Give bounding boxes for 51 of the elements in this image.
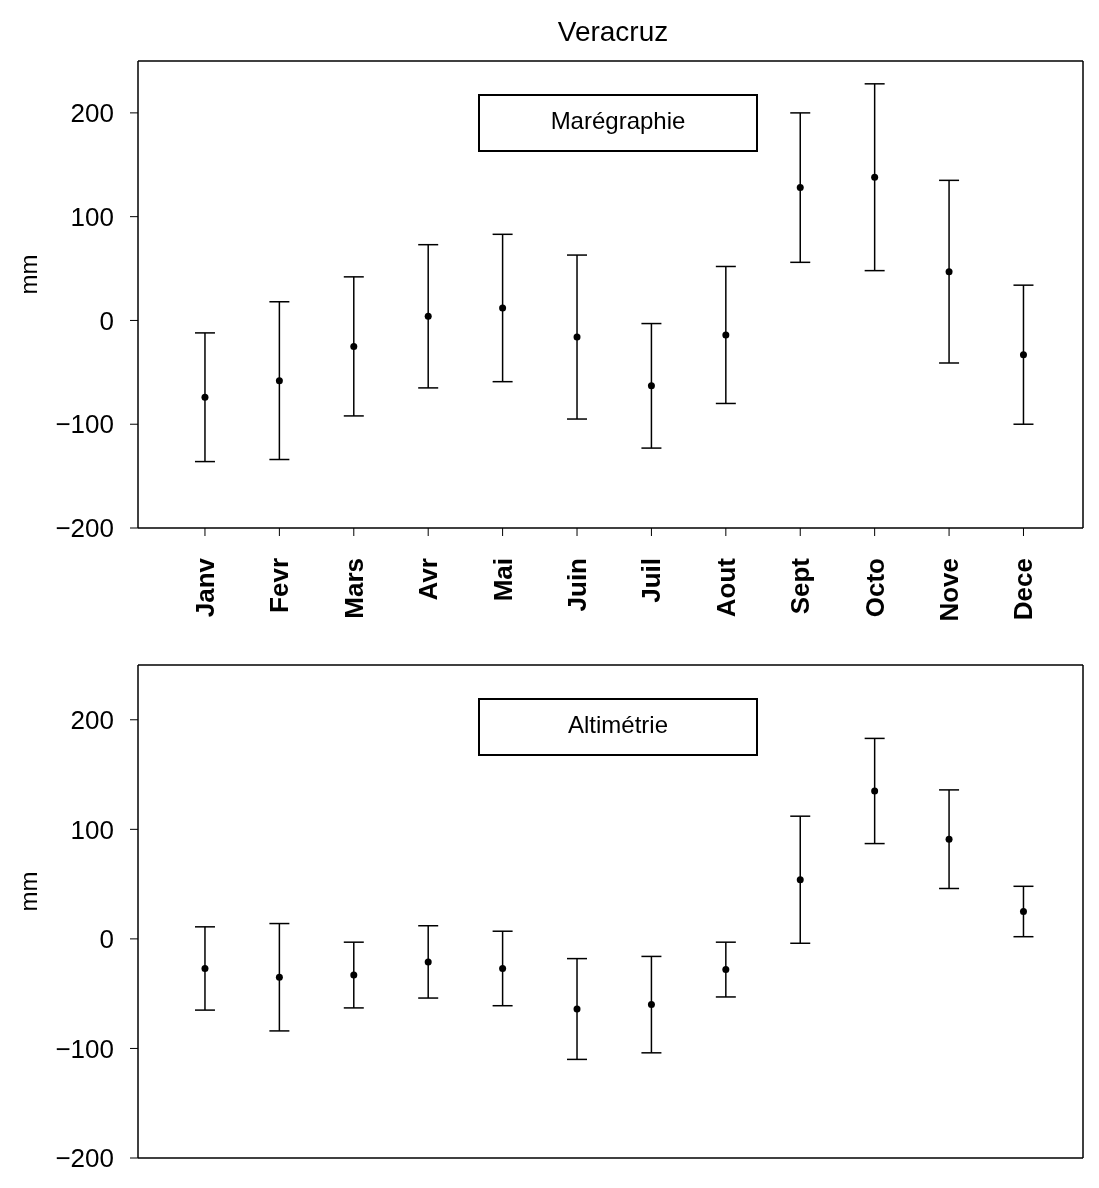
point [796, 184, 804, 192]
y-tick-label: −200 [55, 1143, 114, 1174]
x-tick-label: Nove [934, 558, 965, 622]
point [350, 342, 358, 350]
y-tick-label: 200 [70, 705, 114, 736]
y-axis-title: mm [14, 871, 42, 912]
x-tick-label: Janv [189, 557, 220, 618]
annotation: Altimétrie [567, 711, 669, 739]
point [871, 173, 879, 181]
x-tick-label: Mars [338, 558, 369, 619]
chart-title: Veracruz [556, 16, 670, 48]
y-tick-label: 200 [70, 98, 114, 129]
point [350, 971, 358, 979]
point [573, 333, 581, 341]
point [1019, 351, 1027, 359]
y-tick-label: −100 [55, 1033, 114, 1064]
annotation: Marégraphie [549, 107, 687, 135]
point [201, 393, 209, 401]
x-tick-label: Dece [1008, 558, 1039, 621]
y-tick-label: −100 [55, 409, 114, 440]
x-tick-label: Juin [562, 558, 593, 612]
point [424, 312, 432, 320]
point [647, 1001, 655, 1009]
x-tick-label: Sept [785, 557, 816, 615]
point [499, 964, 507, 972]
y-axis-title: mm [14, 254, 42, 295]
point [424, 958, 432, 966]
y-tick-label: 0 [99, 305, 114, 336]
point [275, 973, 283, 981]
x-tick-label: Mai [487, 558, 518, 602]
y-tick-label: 0 [99, 924, 114, 955]
point [1019, 908, 1027, 915]
point [796, 876, 804, 884]
point [201, 964, 209, 972]
point [275, 377, 283, 385]
y-tick-label: 100 [70, 814, 114, 845]
y-tick-label: −200 [55, 513, 114, 544]
point [722, 331, 730, 339]
x-tick-label: Octo [859, 558, 890, 618]
x-tick-label: Juil [636, 558, 667, 603]
point [647, 382, 655, 390]
point [945, 268, 953, 276]
y-tick-label: 100 [70, 201, 114, 232]
x-tick-label: Avr [413, 558, 444, 601]
x-tick-label: Aout [710, 557, 741, 618]
x-tick-label: Fevr [264, 558, 295, 613]
point [871, 787, 879, 795]
point [573, 1005, 581, 1013]
point [945, 835, 953, 843]
point [499, 304, 507, 312]
point [722, 966, 730, 974]
